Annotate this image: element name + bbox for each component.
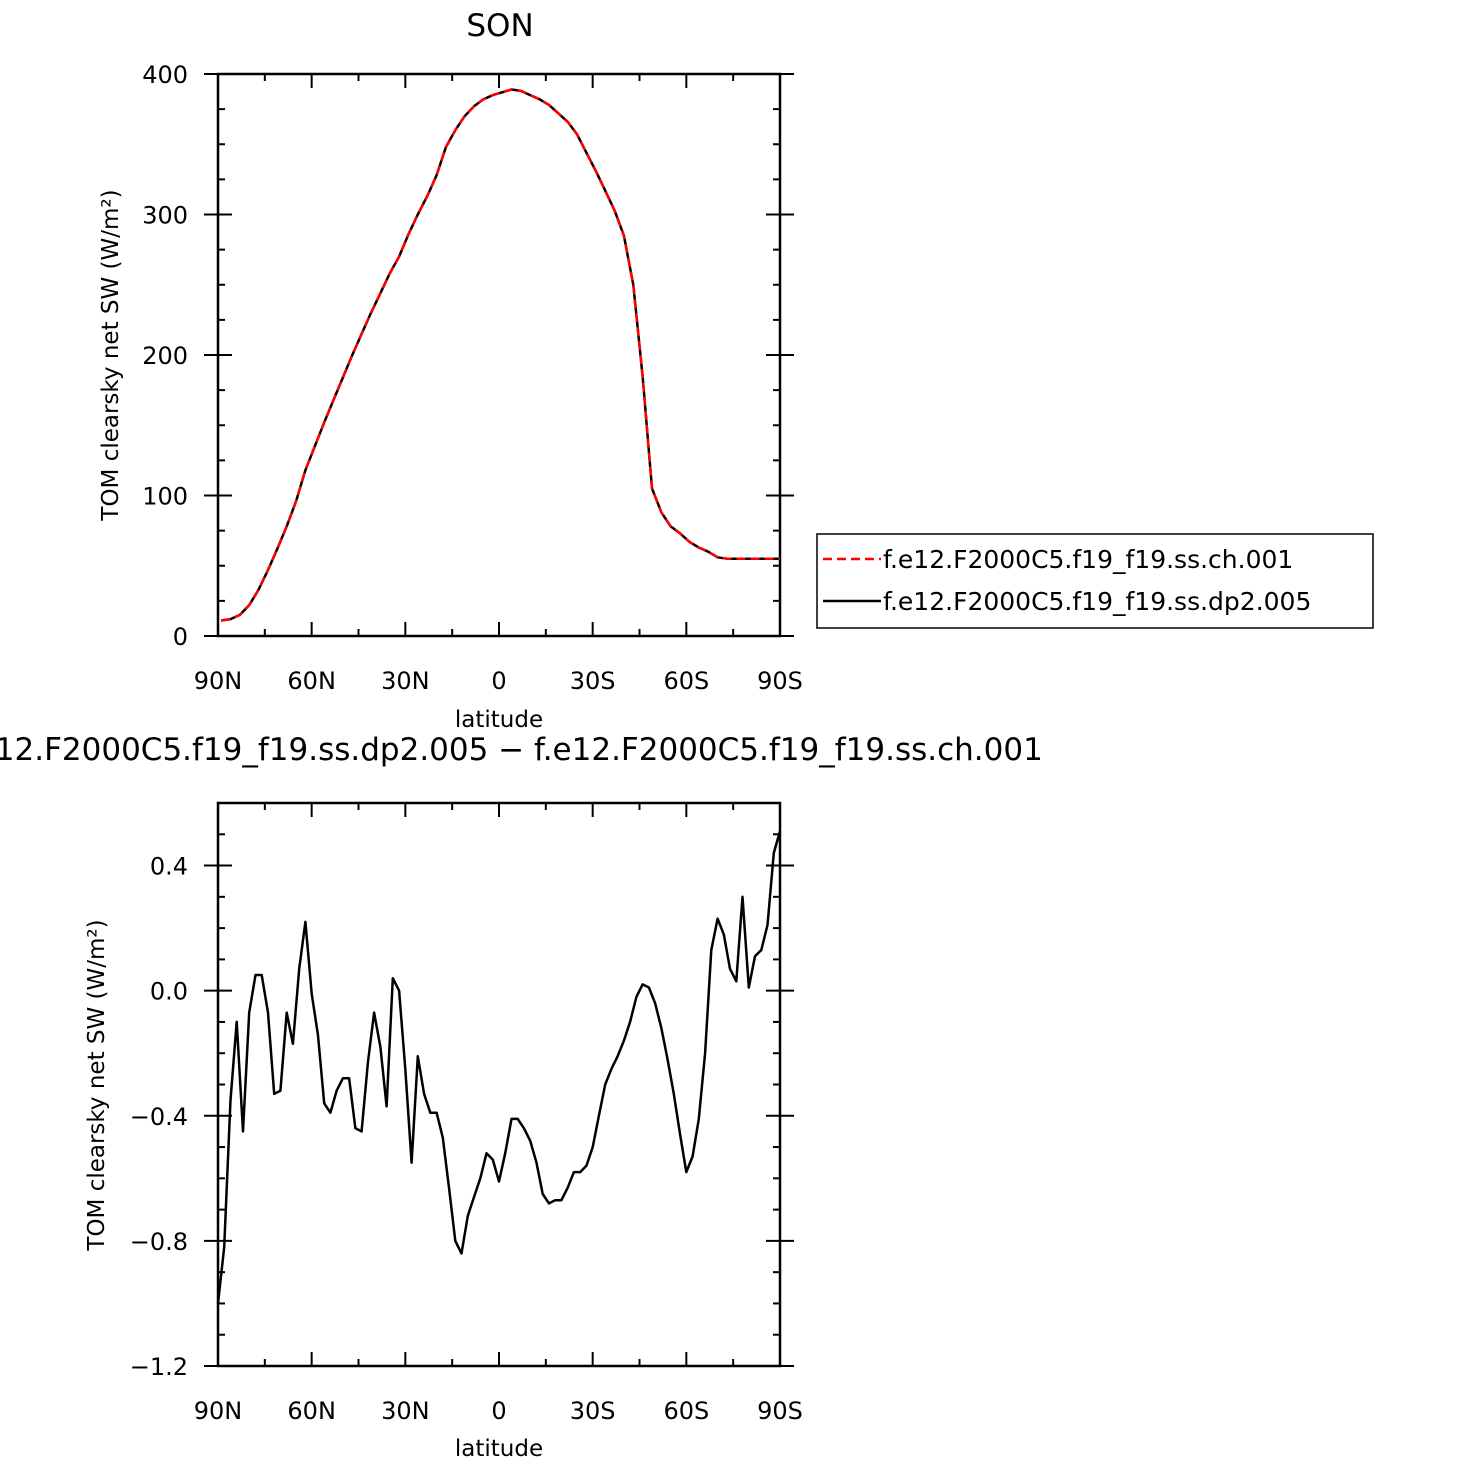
top-chart-x-tick-labels: 90N 60N 30N 0 30S 60S 90S bbox=[194, 667, 803, 695]
y-tick-label: 0 bbox=[173, 623, 188, 651]
top-chart-x-axis-label: latitude bbox=[455, 707, 543, 733]
top-chart-series bbox=[220, 88, 780, 622]
top-chart-plot-frame bbox=[216, 72, 782, 638]
bottom-chart-plot-frame bbox=[216, 801, 782, 1368]
series-line bbox=[220, 88, 780, 622]
y-tick-label: 0.0 bbox=[150, 978, 188, 1006]
y-tick-label: −0.8 bbox=[130, 1228, 188, 1256]
bottom-chart-x-axis-label: latitude bbox=[455, 1436, 543, 1462]
x-tick-label: 90S bbox=[757, 1397, 803, 1425]
x-tick-label: 0 bbox=[491, 1397, 506, 1425]
bottom-chart-panel: f.e12.F2000C5.f19_f19.ss.dp2.005 − f.e12… bbox=[0, 732, 1043, 1462]
x-tick-label: 90N bbox=[194, 667, 243, 695]
bottom-chart-x-tick-labels: 90N 60N 30N 0 30S 60S 90S bbox=[194, 1397, 803, 1425]
y-tick-label: −1.2 bbox=[130, 1353, 188, 1381]
legend-box bbox=[816, 533, 1374, 629]
top-chart-title: SON bbox=[466, 8, 533, 44]
bottom-chart-y-tick-labels: −1.2 −0.8 −0.4 0.0 0.4 bbox=[130, 853, 188, 1381]
x-tick-label: 90N bbox=[194, 1397, 243, 1425]
y-tick-label: 200 bbox=[142, 342, 188, 370]
bottom-chart-title: f.e12.F2000C5.f19_f19.ss.dp2.005 − f.e12… bbox=[0, 732, 1043, 768]
x-tick-label: 30N bbox=[381, 667, 430, 695]
x-tick-label: 60N bbox=[287, 1397, 336, 1425]
x-tick-label: 60S bbox=[663, 667, 709, 695]
x-tick-label: 30S bbox=[570, 1397, 616, 1425]
y-tick-label: 0.4 bbox=[150, 853, 188, 881]
y-tick-label: 300 bbox=[142, 202, 188, 230]
x-tick-label: 0 bbox=[491, 667, 506, 695]
x-tick-label: 90S bbox=[757, 667, 803, 695]
y-tick-label: 400 bbox=[142, 61, 188, 89]
legend-label-ch-001: f.e12.F2000C5.f19_f19.ss.ch.001 bbox=[883, 545, 1293, 574]
bottom-chart-ticks bbox=[204, 803, 794, 1367]
y-tick-label: 100 bbox=[142, 483, 188, 511]
series-line bbox=[220, 88, 780, 622]
top-chart-panel: SON 90N 60N 30N 0 30S 60S 90S 0 100 200 300 400 la… bbox=[98, 8, 1374, 733]
top-chart-ticks bbox=[204, 73, 794, 637]
series-line bbox=[216, 830, 782, 1304]
bottom-chart-series bbox=[216, 830, 782, 1304]
bottom-chart-y-axis-label: TOM clearsky net SW (W/m²) bbox=[84, 919, 110, 1251]
x-tick-label: 60N bbox=[287, 667, 336, 695]
y-tick-label: −0.4 bbox=[130, 1103, 188, 1131]
x-tick-label: 60S bbox=[663, 1397, 709, 1425]
legend: f.e12.F2000C5.f19_f19.ss.ch.001 f.e12.F2… bbox=[816, 533, 1374, 629]
top-chart-y-axis-label: TOM clearsky net SW (W/m²) bbox=[98, 189, 124, 521]
x-tick-label: 30N bbox=[381, 1397, 430, 1425]
x-tick-label: 30S bbox=[570, 667, 616, 695]
top-chart-y-tick-labels: 0 100 200 300 400 bbox=[142, 61, 188, 651]
legend-label-dp2-005: f.e12.F2000C5.f19_f19.ss.dp2.005 bbox=[883, 587, 1311, 616]
